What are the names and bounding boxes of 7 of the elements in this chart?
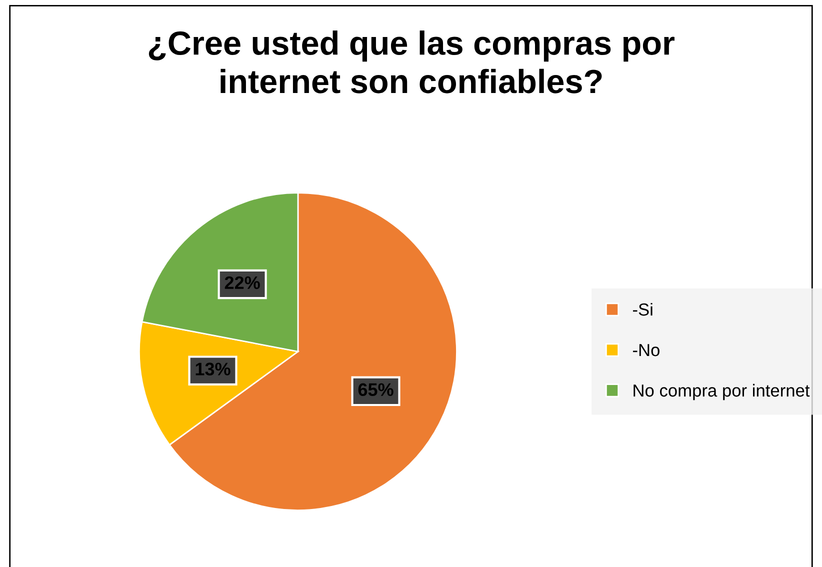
chart-title: ¿Cree usted que las compras por internet son confiables?: [148, 30, 674, 94]
data-label: 65%: [358, 383, 394, 396]
data-label: 13%: [196, 362, 230, 376]
legend-label: -Si: [633, 302, 652, 316]
data-label: 22%: [224, 276, 260, 290]
legend-label: -No: [633, 344, 660, 356]
legend-label: No compra por internet: [634, 384, 810, 400]
